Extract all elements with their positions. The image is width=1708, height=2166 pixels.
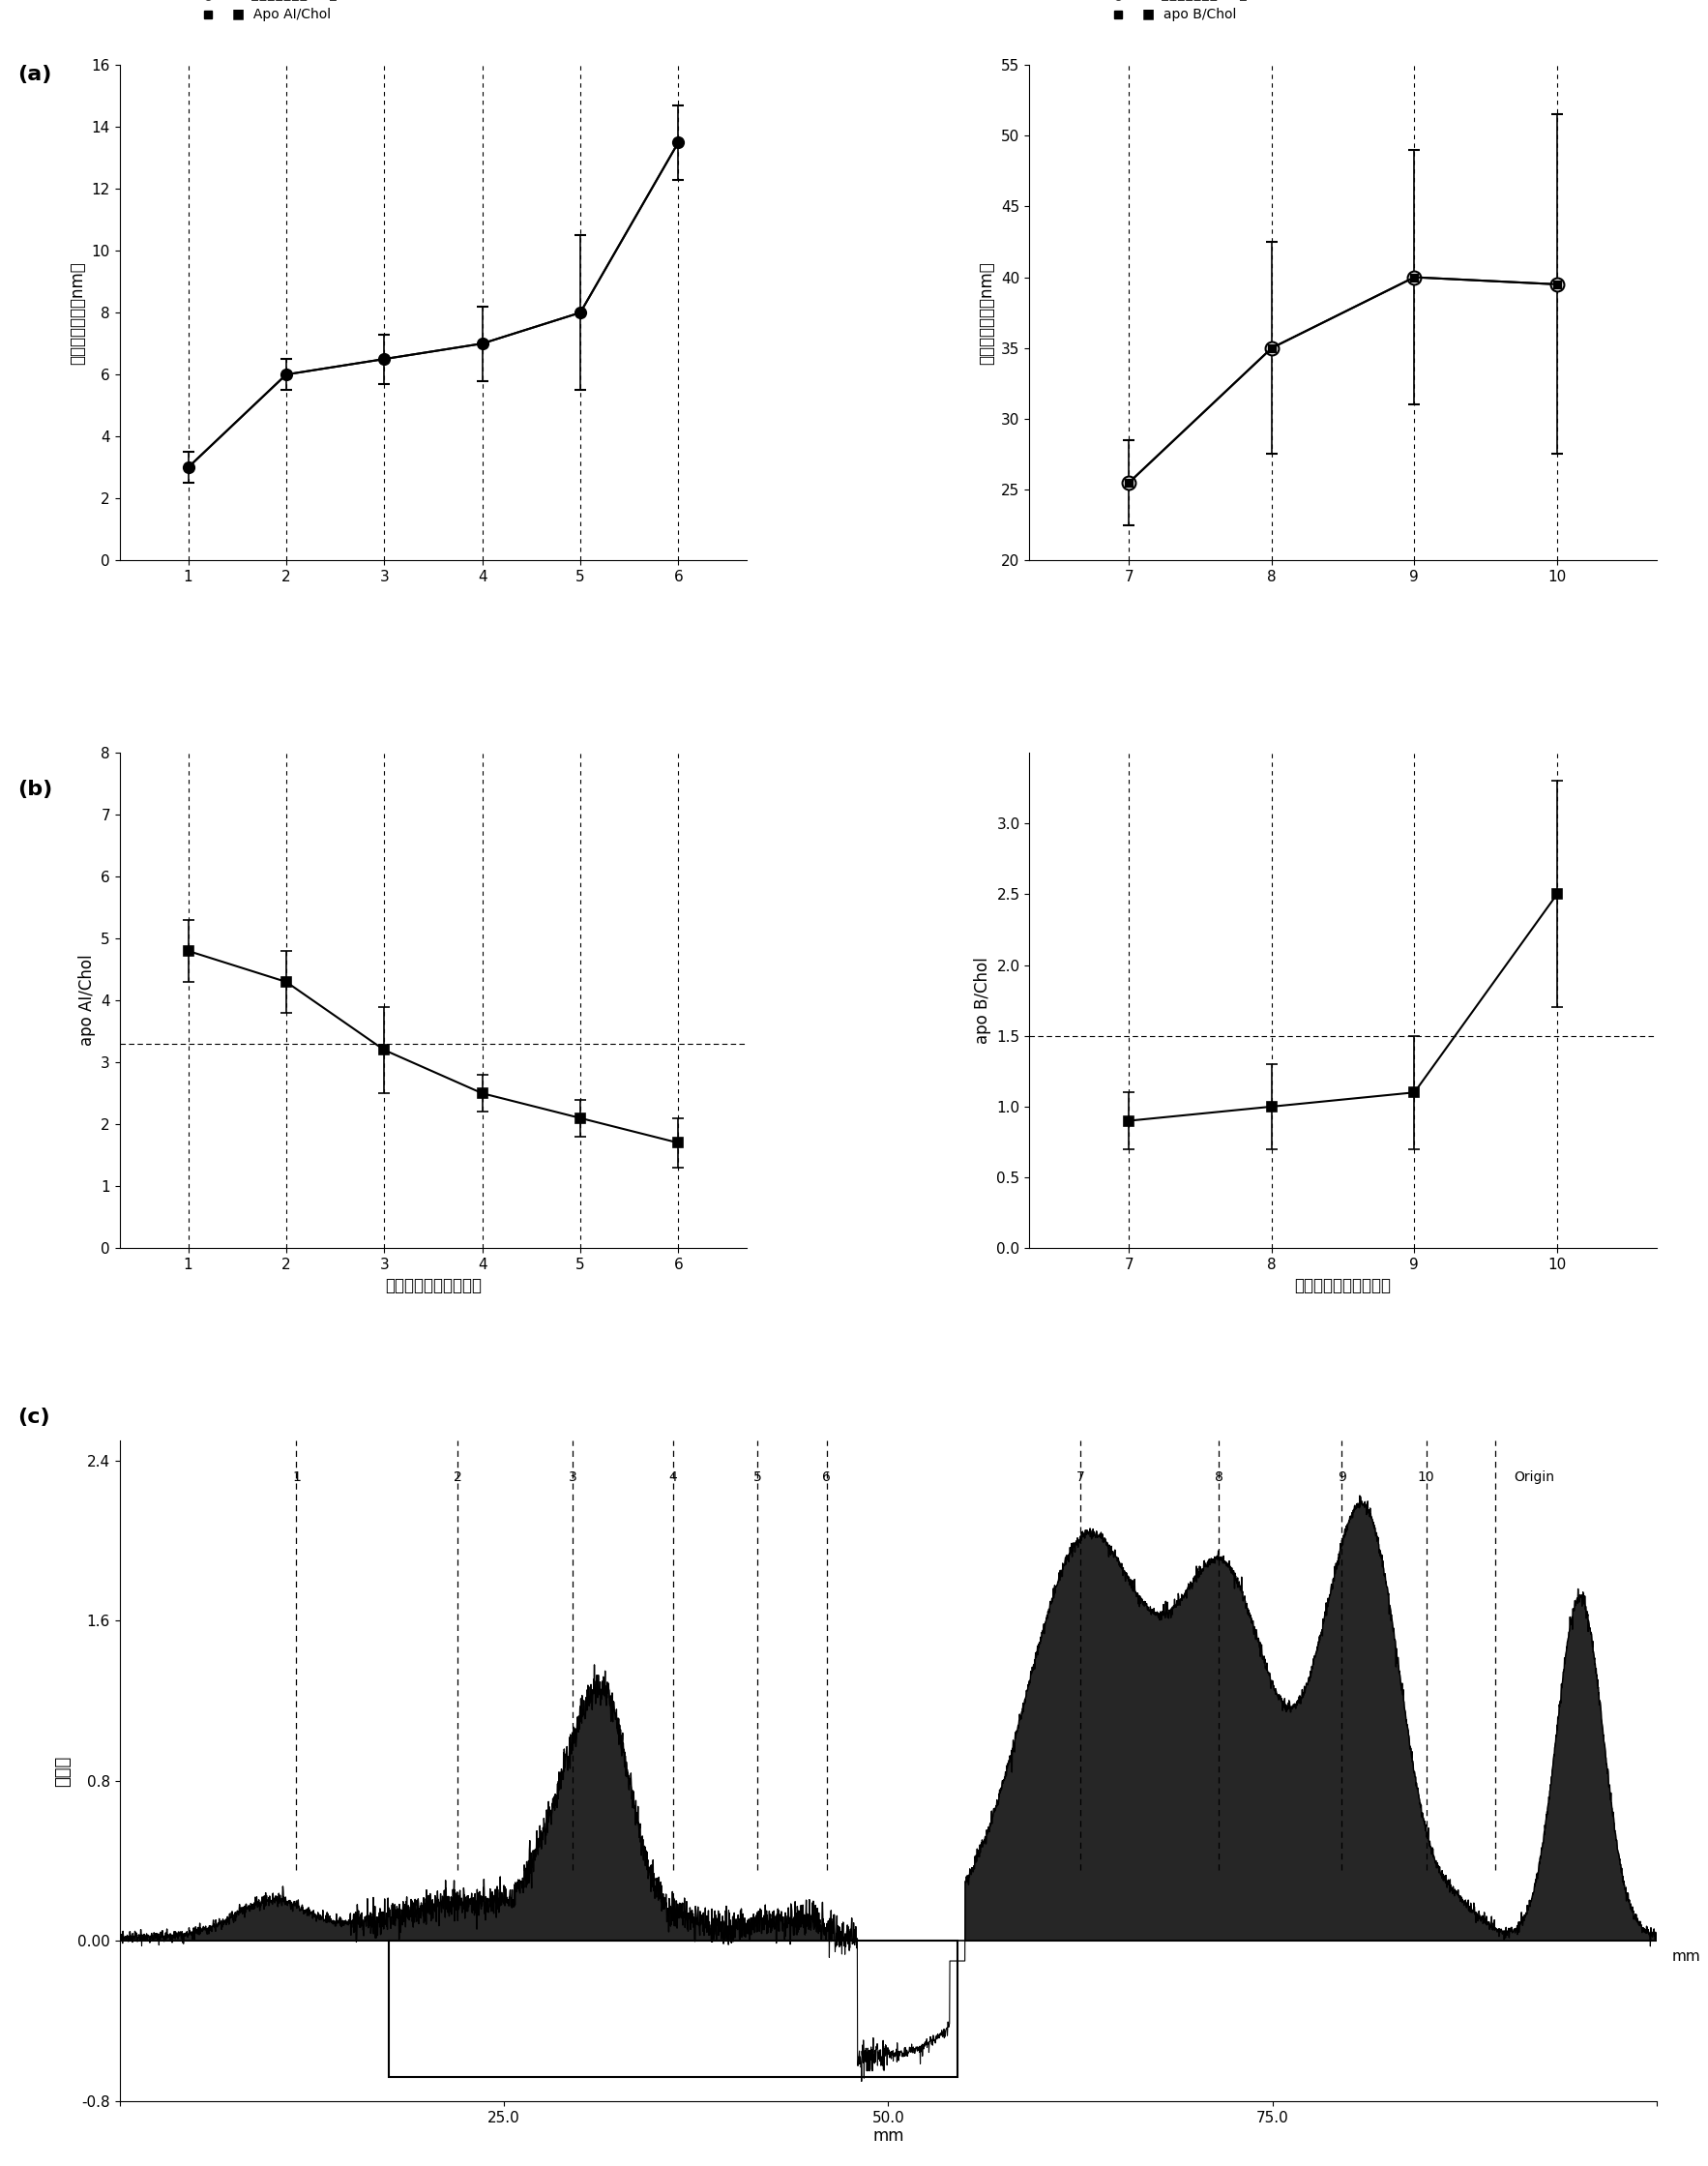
Text: 9: 9	[1337, 1471, 1346, 1484]
Legend: ◇  球状颟粒大小（nm）, ■  apo B/Chol: ◇ 球状颟粒大小（nm）, ■ apo B/Chol	[1098, 0, 1252, 28]
Legend: ◇  球状颟粒大小（nm）, ■  Apo AI/Chol: ◇ 球状颟粒大小（nm）, ■ Apo AI/Chol	[190, 0, 342, 28]
Y-axis label: 球状颟粒大小（nm）: 球状颟粒大小（nm）	[979, 260, 996, 364]
X-axis label: 血清脂蛋白及其亚分布: 血清脂蛋白及其亚分布	[1295, 1278, 1392, 1295]
Y-axis label: 球状颟粒大小（nm）: 球状颟粒大小（nm）	[68, 260, 85, 364]
Text: mm: mm	[1672, 1949, 1701, 1965]
X-axis label: mm: mm	[873, 2127, 904, 2144]
Text: (b): (b)	[17, 780, 53, 799]
Y-axis label: apo B/Chol: apo B/Chol	[974, 957, 991, 1044]
Text: 10: 10	[1418, 1471, 1435, 1484]
Y-axis label: apo AI/Chol: apo AI/Chol	[79, 955, 96, 1046]
Text: 5: 5	[753, 1471, 762, 1484]
Text: 1: 1	[292, 1471, 301, 1484]
Text: 7: 7	[1076, 1471, 1085, 1484]
Text: 2: 2	[454, 1471, 461, 1484]
X-axis label: 血清脂蛋白及其亚分布: 血清脂蛋白及其亚分布	[384, 1278, 482, 1295]
Text: 3: 3	[569, 1471, 577, 1484]
Text: 8: 8	[1214, 1471, 1223, 1484]
Text: 6: 6	[822, 1471, 832, 1484]
Text: Origin: Origin	[1513, 1471, 1554, 1484]
Text: (a): (a)	[17, 65, 51, 84]
Text: (c): (c)	[17, 1408, 50, 1427]
Bar	[389, 1941, 956, 2077]
Text: 4: 4	[670, 1471, 676, 1484]
Y-axis label: 淡射比: 淡射比	[55, 1754, 72, 1787]
